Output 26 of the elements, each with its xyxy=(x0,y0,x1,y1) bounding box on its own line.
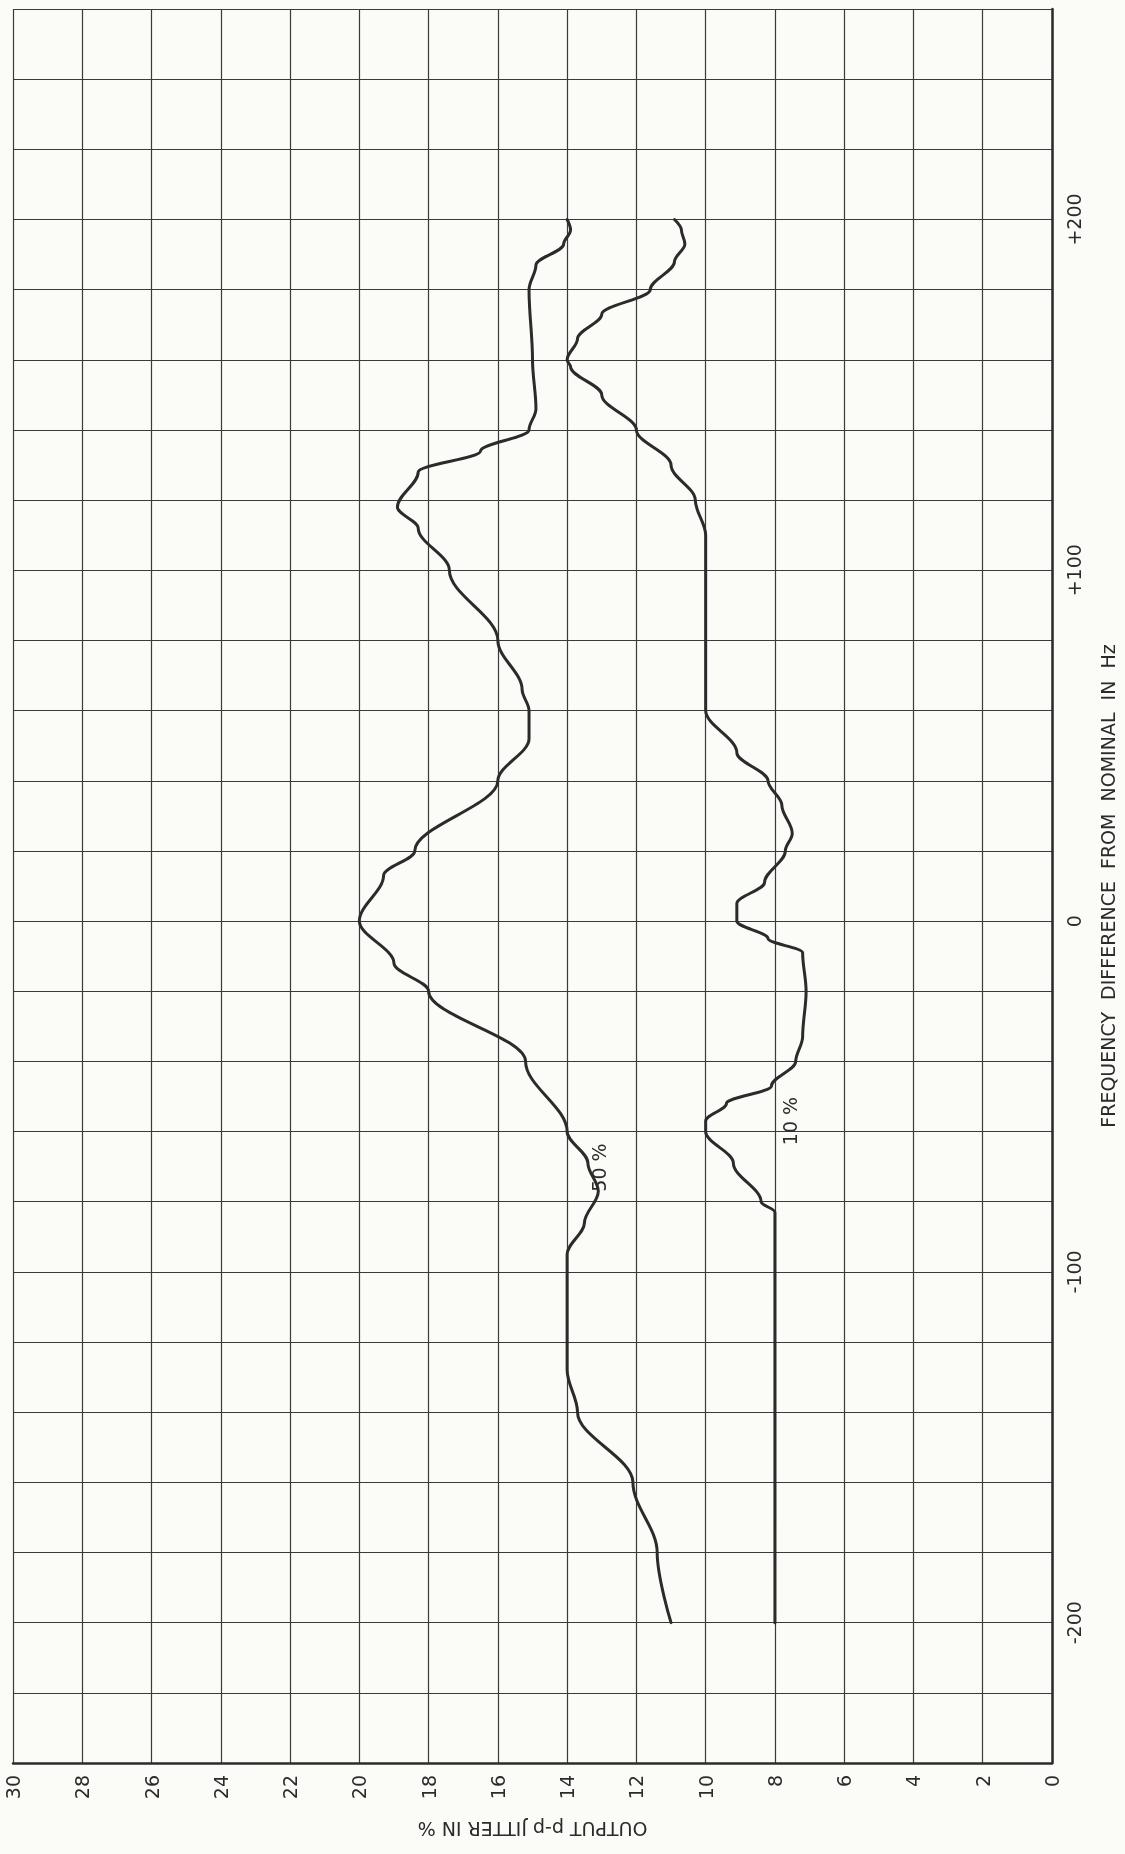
x-tick-label: 14 xyxy=(556,1775,579,1800)
x-tick-label: 30 xyxy=(2,1775,24,1800)
y-tick-label: 0 xyxy=(1062,915,1085,928)
line-series xyxy=(565,217,808,1625)
text: 10 % xyxy=(778,1096,801,1146)
y-tick-label: +200 xyxy=(1062,193,1085,246)
x-axis-title: OUTPUT p-p JITTER IN % xyxy=(417,1817,648,1840)
x-tick-label: 26 xyxy=(140,1775,163,1800)
x-tick-label: 28 xyxy=(71,1775,94,1800)
x-tick-label: 12 xyxy=(625,1775,648,1800)
x-tick-label: 18 xyxy=(417,1775,440,1800)
x-tick-label: 24 xyxy=(209,1775,232,1800)
x-tick-label: 16 xyxy=(486,1775,509,1800)
x-tick-label: 0 xyxy=(1041,1775,1063,1788)
x-tick-label: 6 xyxy=(833,1775,856,1788)
x-tick-label: 10 xyxy=(694,1775,717,1800)
x-tick-label: 2 xyxy=(971,1775,994,1788)
y-axis-title: FREQUENCY DIFFERENCE FROM NOMINAL IN Hz xyxy=(1096,644,1119,1128)
y-tick-label: -200 xyxy=(1062,1601,1085,1645)
x-tick-label: 20 xyxy=(348,1775,371,1800)
y-tick-label: +100 xyxy=(1062,544,1085,597)
x-tick-label: 22 xyxy=(279,1775,302,1800)
x-tick-label: 8 xyxy=(763,1775,786,1788)
x-tick-label: 4 xyxy=(902,1775,925,1788)
y-tick-label: -100 xyxy=(1062,1250,1085,1294)
line-series xyxy=(357,217,673,1625)
